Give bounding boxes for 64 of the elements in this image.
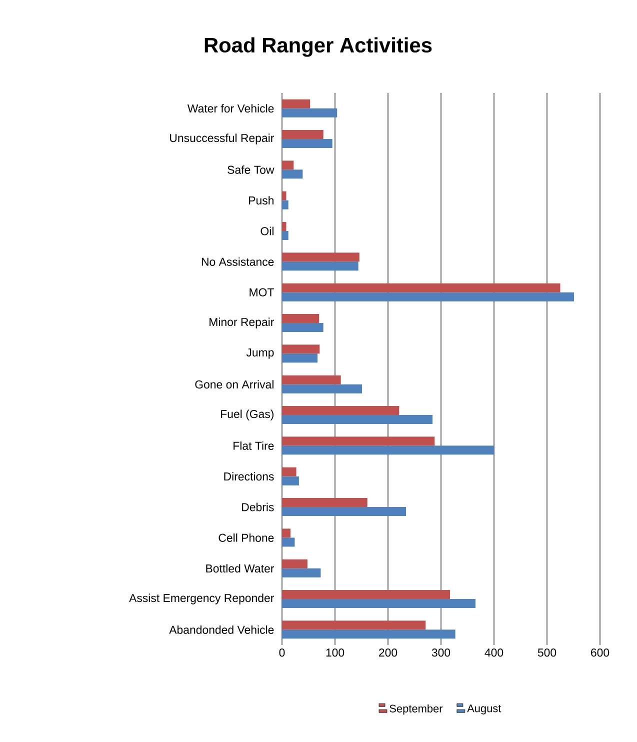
y-tick-label: Cell Phone — [218, 533, 274, 542]
bar — [282, 414, 433, 424]
bar — [282, 375, 341, 384]
bar — [282, 252, 360, 262]
bar — [282, 436, 435, 446]
bar — [282, 283, 560, 292]
legend-label: September — [390, 704, 443, 715]
y-tick-label: Bottled Water — [206, 564, 274, 573]
x-tick-label: 500 — [538, 648, 556, 657]
bar — [282, 538, 295, 547]
bar — [282, 160, 294, 170]
bar — [282, 384, 362, 394]
bar — [282, 108, 338, 118]
bar — [282, 476, 299, 486]
x-tick-label: 300 — [432, 648, 450, 657]
bar — [282, 354, 318, 363]
bar — [282, 222, 286, 231]
y-tick-label: Debris — [242, 502, 274, 512]
bar — [282, 446, 494, 455]
x-tick-label: 200 — [379, 648, 398, 657]
bar — [282, 467, 296, 476]
bar — [282, 314, 320, 323]
y-tick-label: Directions — [224, 472, 274, 481]
y-tick-label: Minor Repair — [210, 318, 274, 328]
x-tick-label: 400 — [484, 648, 504, 657]
bar — [282, 170, 303, 179]
y-tick-label: Push — [249, 196, 274, 205]
y-tick-label: Flat Tire — [234, 441, 274, 450]
chart-title: Road Ranger Activities — [204, 37, 432, 57]
bar — [282, 559, 308, 568]
y-tick-label: Jump — [246, 348, 274, 359]
bar — [282, 230, 288, 240]
x-tick-label: 600 — [591, 648, 610, 657]
bar — [282, 507, 406, 516]
y-tick-label: Safe Tow — [228, 165, 274, 174]
bar — [282, 406, 400, 415]
bar — [282, 322, 324, 332]
bar — [282, 568, 321, 578]
bar — [282, 344, 320, 354]
y-tick-label: MOT — [250, 288, 274, 296]
bar — [282, 630, 456, 639]
bar — [282, 262, 358, 271]
bar — [282, 599, 476, 608]
bar — [282, 620, 426, 630]
bar — [282, 200, 288, 210]
bar — [282, 292, 574, 302]
bar — [282, 590, 450, 599]
legend-label: August — [467, 704, 502, 714]
y-tick-label: Oil — [260, 226, 274, 236]
y-tick-label: Fuel (Gas) — [221, 410, 274, 420]
bar — [282, 528, 290, 538]
x-tick-label: 100 — [326, 648, 344, 657]
y-tick-label: Water for Vehicle — [187, 104, 274, 113]
y-tick-label: Assist Emergency Reponder — [129, 594, 274, 604]
bar — [282, 99, 310, 108]
bar — [282, 498, 368, 507]
y-tick-label: Unsuccessful Repair — [170, 134, 274, 144]
bar — [282, 138, 332, 148]
x-tick-label: 0 — [279, 648, 285, 657]
bar — [282, 191, 286, 200]
y-tick-label: Gone on Arrival — [195, 380, 274, 389]
y-tick-label: No Assistance — [202, 257, 274, 266]
y-tick-label: Abandonded Vehicle — [169, 625, 274, 634]
bar — [282, 130, 324, 139]
